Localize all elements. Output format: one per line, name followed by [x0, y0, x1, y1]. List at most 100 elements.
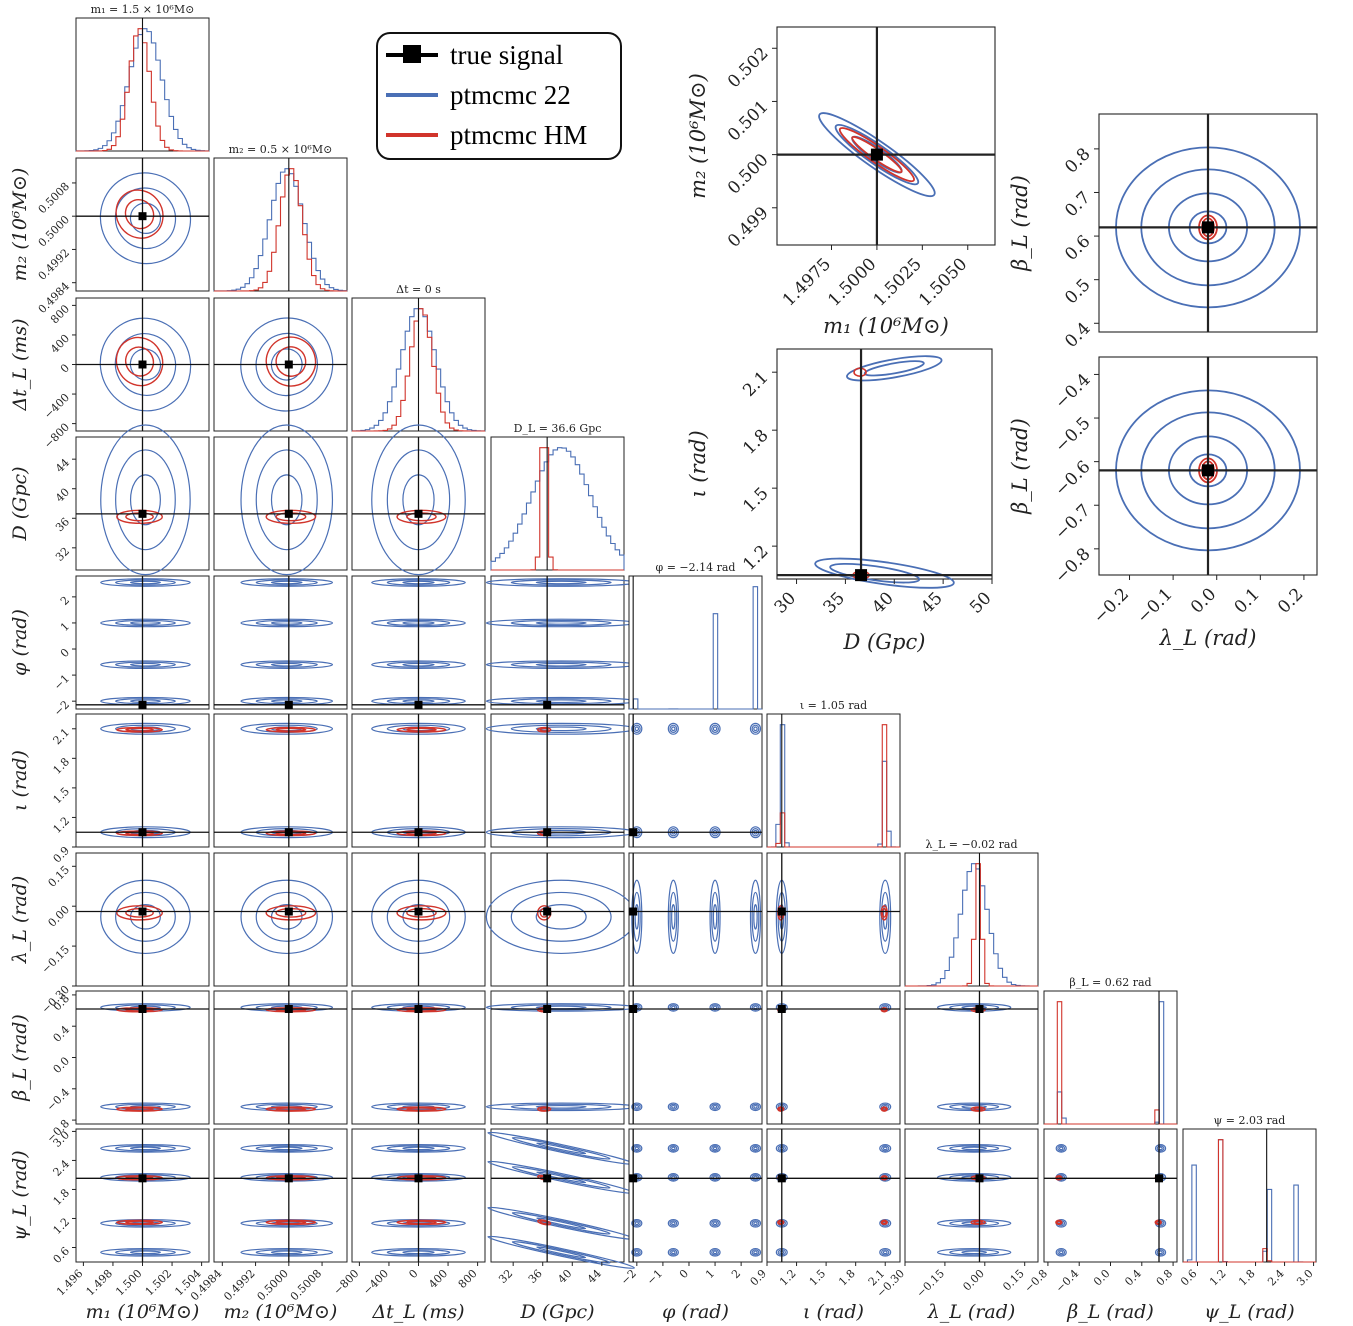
inset-y-tick-label: −0.8 [1051, 544, 1094, 587]
inset-truth-marker [855, 569, 868, 582]
contour-22 [100, 722, 191, 735]
x-tick-label-beta: −0.8 [1022, 1267, 1050, 1295]
hist-hm-lam [905, 863, 1038, 987]
contour-hm [125, 1220, 154, 1225]
truth-marker [629, 1004, 638, 1013]
contour-hm [970, 1106, 986, 1112]
contour-22 [100, 1247, 191, 1257]
inset-x-axis-label: D (Gpc) [843, 630, 926, 654]
x-tick-label-D: 44 [585, 1267, 604, 1286]
inset-x-tick-label: 1.5025 [870, 254, 926, 310]
y-tick-label-phi: 0 [58, 646, 72, 660]
contour-22 [510, 579, 612, 586]
contour-22 [749, 1102, 762, 1112]
contour-hm [1154, 1219, 1162, 1226]
contour-22 [255, 661, 318, 668]
contour-22 [511, 1241, 611, 1264]
hist-22-phi [629, 586, 762, 710]
contour-22 [711, 1220, 719, 1227]
x-tick-label-iota: 1.8 [836, 1267, 858, 1289]
x-tick-label-m2: 0.5008 [288, 1267, 324, 1303]
contour-22 [712, 904, 718, 930]
x-tick-label-iota: 0.9 [748, 1267, 770, 1289]
contour-22 [510, 724, 612, 733]
contour-22 [255, 449, 318, 551]
panel-frame [1182, 1128, 1317, 1263]
contour-22 [631, 1218, 643, 1228]
y-axis-label-beta: β_L (rad) [9, 1014, 31, 1102]
panel-frame [1043, 1128, 1178, 1263]
contour-hm [406, 1107, 437, 1112]
y-tick-label-D: 32 [53, 545, 72, 564]
contour-22 [114, 187, 177, 250]
contour-22 [371, 424, 466, 576]
y-tick-label-iota: 0.9 [51, 844, 73, 866]
x-tick-label-phi: −2 [618, 1267, 639, 1288]
contour-hm [973, 1220, 984, 1225]
contour-22 [270, 621, 303, 625]
legend-item-true-signal: true signal [386, 38, 563, 72]
contour-22 [879, 1218, 892, 1228]
panel-frame [490, 852, 625, 987]
panel-beta-beta [1043, 990, 1178, 1125]
contour-22 [535, 699, 587, 704]
y-tick-label-iota: 1.8 [51, 755, 73, 777]
inset-frame [776, 26, 996, 246]
title-beta: β_L = 0.62 rad [1069, 976, 1151, 989]
inset-y-tick-label: −0.7 [1051, 501, 1094, 544]
inset-x-tick-label: 50 [966, 588, 995, 617]
contour-22 [115, 449, 176, 551]
contour-22 [753, 1104, 758, 1109]
contour-hm [124, 346, 155, 377]
truth-marker [975, 1004, 984, 1013]
x-tick-label-D: 32 [496, 1267, 515, 1286]
contour-22 [631, 722, 643, 735]
contour-22 [511, 1166, 611, 1189]
inset-x-tick-label: 1.5000 [824, 254, 880, 310]
contour-22 [511, 1137, 611, 1160]
panel-iota-phi [628, 713, 763, 848]
title-iota: ι = 1.05 rad [800, 699, 867, 712]
x-tick-label-dt: −800 [331, 1267, 362, 1298]
contour-22 [634, 726, 640, 732]
contour-22 [753, 1221, 758, 1226]
contour-22 [753, 726, 758, 732]
contour-hm [275, 1220, 307, 1225]
truth-marker [543, 828, 552, 837]
legend-label-ptmcmc-22: ptmcmc 22 [450, 79, 571, 110]
contour-22 [671, 1104, 676, 1109]
contour-22 [535, 621, 587, 625]
hist-22-m2 [213, 168, 348, 292]
contour-22 [711, 1249, 719, 1256]
inset-x-tick-label: 30 [771, 588, 800, 617]
contour-22 [936, 1247, 1012, 1257]
true-signal-swatch [386, 45, 438, 63]
contour-hm [1056, 1220, 1062, 1225]
contour-22 [510, 1004, 612, 1011]
panel-beta-iota [766, 990, 901, 1125]
contour-22 [535, 904, 587, 930]
panel-beta-phi [628, 990, 763, 1125]
panel-beta-D [490, 990, 625, 1125]
panel-iota-iota [766, 713, 901, 848]
contour-22 [669, 1145, 678, 1152]
y-tick-label-lam: 0.15 [46, 863, 73, 890]
truth-marker [414, 509, 423, 518]
contour-hm [396, 1106, 447, 1112]
contour-22 [240, 1143, 334, 1153]
contour-22 [711, 1145, 719, 1152]
panel-frame [628, 713, 763, 848]
contour-22 [270, 1146, 303, 1151]
x-axis-label-iota: ι (rad) [803, 1301, 864, 1323]
x-tick-label-lam: 0.15 [1000, 1267, 1027, 1294]
contour-22 [255, 619, 318, 627]
inset-x-tick-label: 0.1 [1231, 584, 1264, 617]
y-axis-label-psi: ψ_L (rad) [9, 1150, 31, 1240]
y-tick-label-beta: −0.4 [44, 1086, 72, 1114]
contour-22 [631, 1143, 643, 1153]
panel-lam-D [490, 852, 625, 987]
y-tick-label-iota: 2.1 [51, 726, 73, 748]
contour-22 [1058, 1146, 1064, 1151]
contour-hm [973, 1107, 984, 1112]
panel-D-m2 [213, 436, 348, 571]
